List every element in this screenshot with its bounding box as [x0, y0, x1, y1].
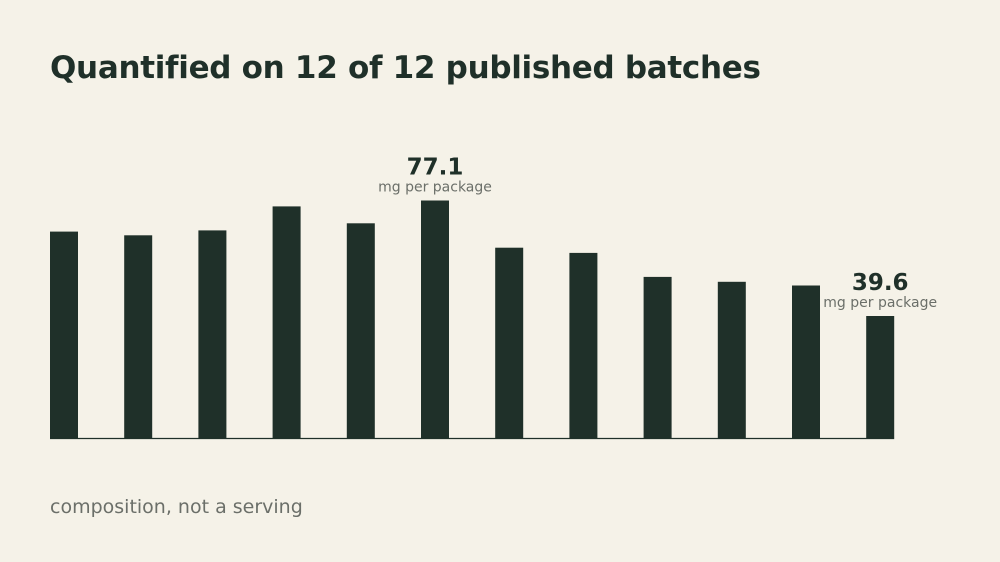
chart-footnote: composition, not a serving — [50, 496, 303, 518]
bar-10 — [717, 281, 746, 438]
bar-4 — [272, 206, 301, 438]
bar-5 — [346, 223, 375, 438]
bar-9 — [643, 276, 672, 438]
bars-layer — [50, 200, 895, 438]
bar-3 — [198, 230, 227, 438]
bar-7 — [495, 247, 524, 438]
callout-unit-1: mg per package — [378, 180, 492, 196]
bar-12 — [866, 316, 895, 438]
callout-value-1: 77.1 — [407, 155, 464, 181]
bar-8 — [569, 252, 598, 438]
bar-11 — [792, 285, 820, 438]
bar-2 — [124, 235, 153, 438]
chart-title: Quantified on 12 of 12 published batches — [50, 50, 761, 86]
callout-value-2: 39.6 — [852, 270, 909, 296]
callout-unit-2: mg per package — [823, 295, 937, 311]
bar-1 — [50, 231, 78, 438]
bar-6 — [421, 200, 449, 438]
